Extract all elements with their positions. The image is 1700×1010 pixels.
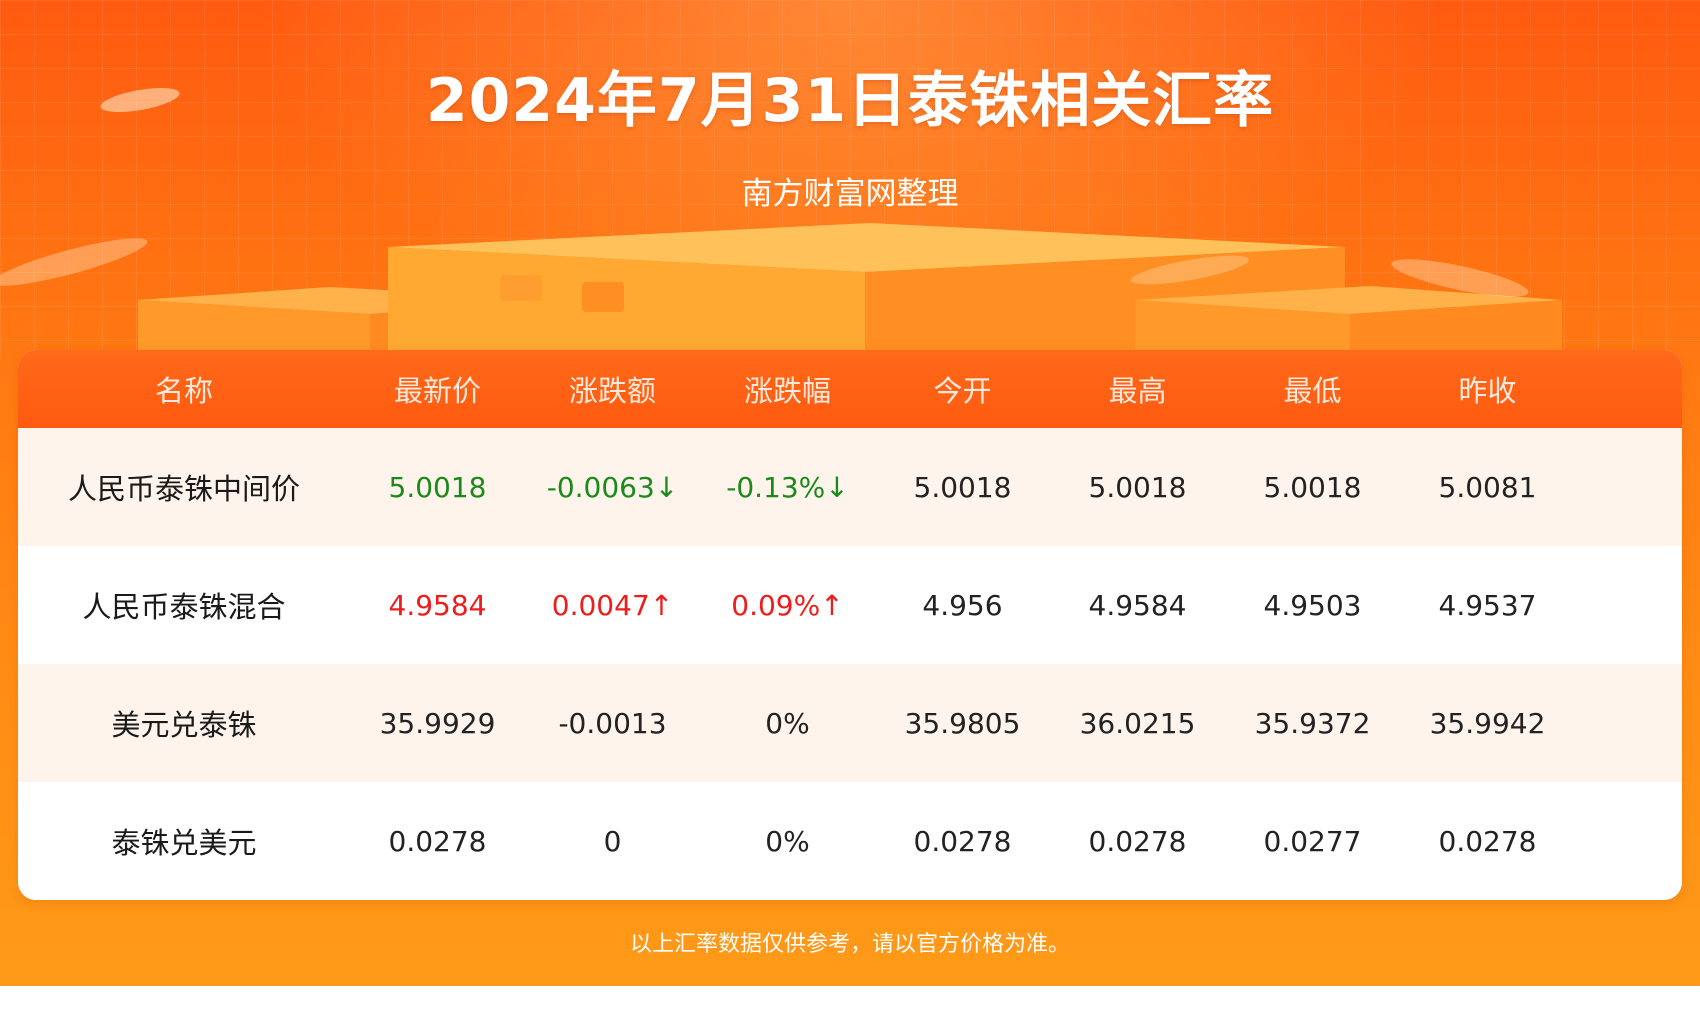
- rates-table-card: S 南方财富网 outhmoney.com 名称 最新价 涨跌额 涨跌幅 今开 …: [18, 350, 1682, 900]
- table-row: 人民币泰铢中间价 5.0018 -0.0063↓ -0.13%↓ 5.0018 …: [18, 428, 1682, 546]
- block-center-top: [388, 223, 1345, 272]
- block-left-front: [138, 300, 370, 360]
- cell-latest: 0.0278: [388, 824, 487, 858]
- cell-low: 5.0018: [1263, 470, 1362, 504]
- small-cube-1: [500, 275, 542, 301]
- header-high: 最高: [1108, 374, 1167, 408]
- cell-spacer: [1575, 782, 1682, 900]
- block-right-side: [1350, 300, 1562, 360]
- cell-change-pct: 0%: [765, 706, 810, 740]
- header-name: 名称: [154, 374, 213, 408]
- header-change-pct: 涨跌幅: [743, 374, 831, 408]
- small-cube-2: [582, 282, 624, 312]
- poster: 2024年7月31日泰铢相关汇率 南方财富网整理 S 南方财富网 outhmon…: [0, 0, 1700, 986]
- cell-latest: 5.0018: [388, 470, 487, 504]
- cell-low: 35.9372: [1254, 706, 1371, 740]
- cell-change: -0.0013: [558, 706, 667, 740]
- cell-prev-close: 4.9537: [1438, 588, 1537, 622]
- cell-latest: 35.9929: [379, 706, 496, 740]
- table-header-row: 名称 最新价 涨跌额 涨跌幅 今开 最高 最低 昨收: [18, 350, 1682, 428]
- header-change: 涨跌额: [568, 374, 656, 408]
- cell-high: 36.0215: [1079, 706, 1196, 740]
- light-streak-right: [1391, 259, 1529, 297]
- cell-prev-close: 0.0278: [1438, 824, 1537, 858]
- table-row: 美元兑泰铢 35.9929 -0.0013 0% 35.9805 36.0215…: [18, 664, 1682, 782]
- decorative-blocks: [0, 87, 1562, 360]
- cell-change-pct: 0%: [765, 824, 810, 858]
- cell-prev-close: 5.0081: [1438, 470, 1537, 504]
- cell-name: 人民币泰铢混合: [82, 590, 286, 624]
- page-title: 2024年7月31日泰铢相关汇率: [425, 66, 1275, 136]
- cell-change: 0: [603, 824, 622, 858]
- cell-high: 0.0278: [1088, 824, 1187, 858]
- header-open: 今开: [933, 374, 992, 408]
- page-subtitle: 南方财富网整理: [741, 176, 959, 212]
- header-latest: 最新价: [393, 374, 481, 408]
- cell-spacer: [1575, 546, 1682, 664]
- rates-table: 名称 最新价 涨跌额 涨跌幅 今开 最高 最低 昨收 人民币泰铢中间价 5.00…: [18, 350, 1682, 900]
- cell-change-pct: -0.13%↓: [726, 470, 849, 504]
- footer-disclaimer: 以上汇率数据仅供参考，请以官方价格为准。: [629, 932, 1070, 957]
- cell-name: 人民币泰铢中间价: [67, 472, 300, 506]
- block-right-front: [1135, 300, 1350, 360]
- cell-change: -0.0063↓: [546, 470, 679, 504]
- light-streak-left: [100, 87, 180, 113]
- cell-name: 美元兑泰铢: [111, 708, 257, 742]
- cell-low: 0.0277: [1263, 824, 1362, 858]
- cell-open: 4.956: [922, 588, 1003, 622]
- cell-change: 0.0047↑: [551, 588, 674, 622]
- cell-open: 35.9805: [904, 706, 1021, 740]
- cell-open: 5.0018: [913, 470, 1012, 504]
- cell-open: 0.0278: [913, 824, 1012, 858]
- cell-latest: 4.9584: [388, 588, 487, 622]
- header-prev-close: 昨收: [1458, 374, 1517, 408]
- cell-low: 4.9503: [1263, 588, 1362, 622]
- cell-spacer: [1575, 664, 1682, 782]
- cell-prev-close: 35.9942: [1429, 706, 1546, 740]
- header-low: 最低: [1283, 374, 1342, 408]
- cell-high: 4.9584: [1088, 588, 1187, 622]
- cell-name: 泰铢兑美元: [111, 826, 257, 860]
- cell-high: 5.0018: [1088, 470, 1187, 504]
- table-row: 人民币泰铢混合 4.9584 0.0047↑ 0.09%↑ 4.956 4.95…: [18, 546, 1682, 664]
- light-streak-center-right: [1130, 255, 1250, 285]
- table-row: 泰铢兑美元 0.0278 0 0% 0.0278 0.0278 0.0277 0…: [18, 782, 1682, 900]
- cell-spacer: [1575, 428, 1682, 546]
- cell-change-pct: 0.09%↑: [731, 588, 844, 622]
- header-spacer: [1575, 350, 1682, 428]
- block-right-top: [1135, 286, 1562, 314]
- light-streak-left-2: [0, 238, 148, 286]
